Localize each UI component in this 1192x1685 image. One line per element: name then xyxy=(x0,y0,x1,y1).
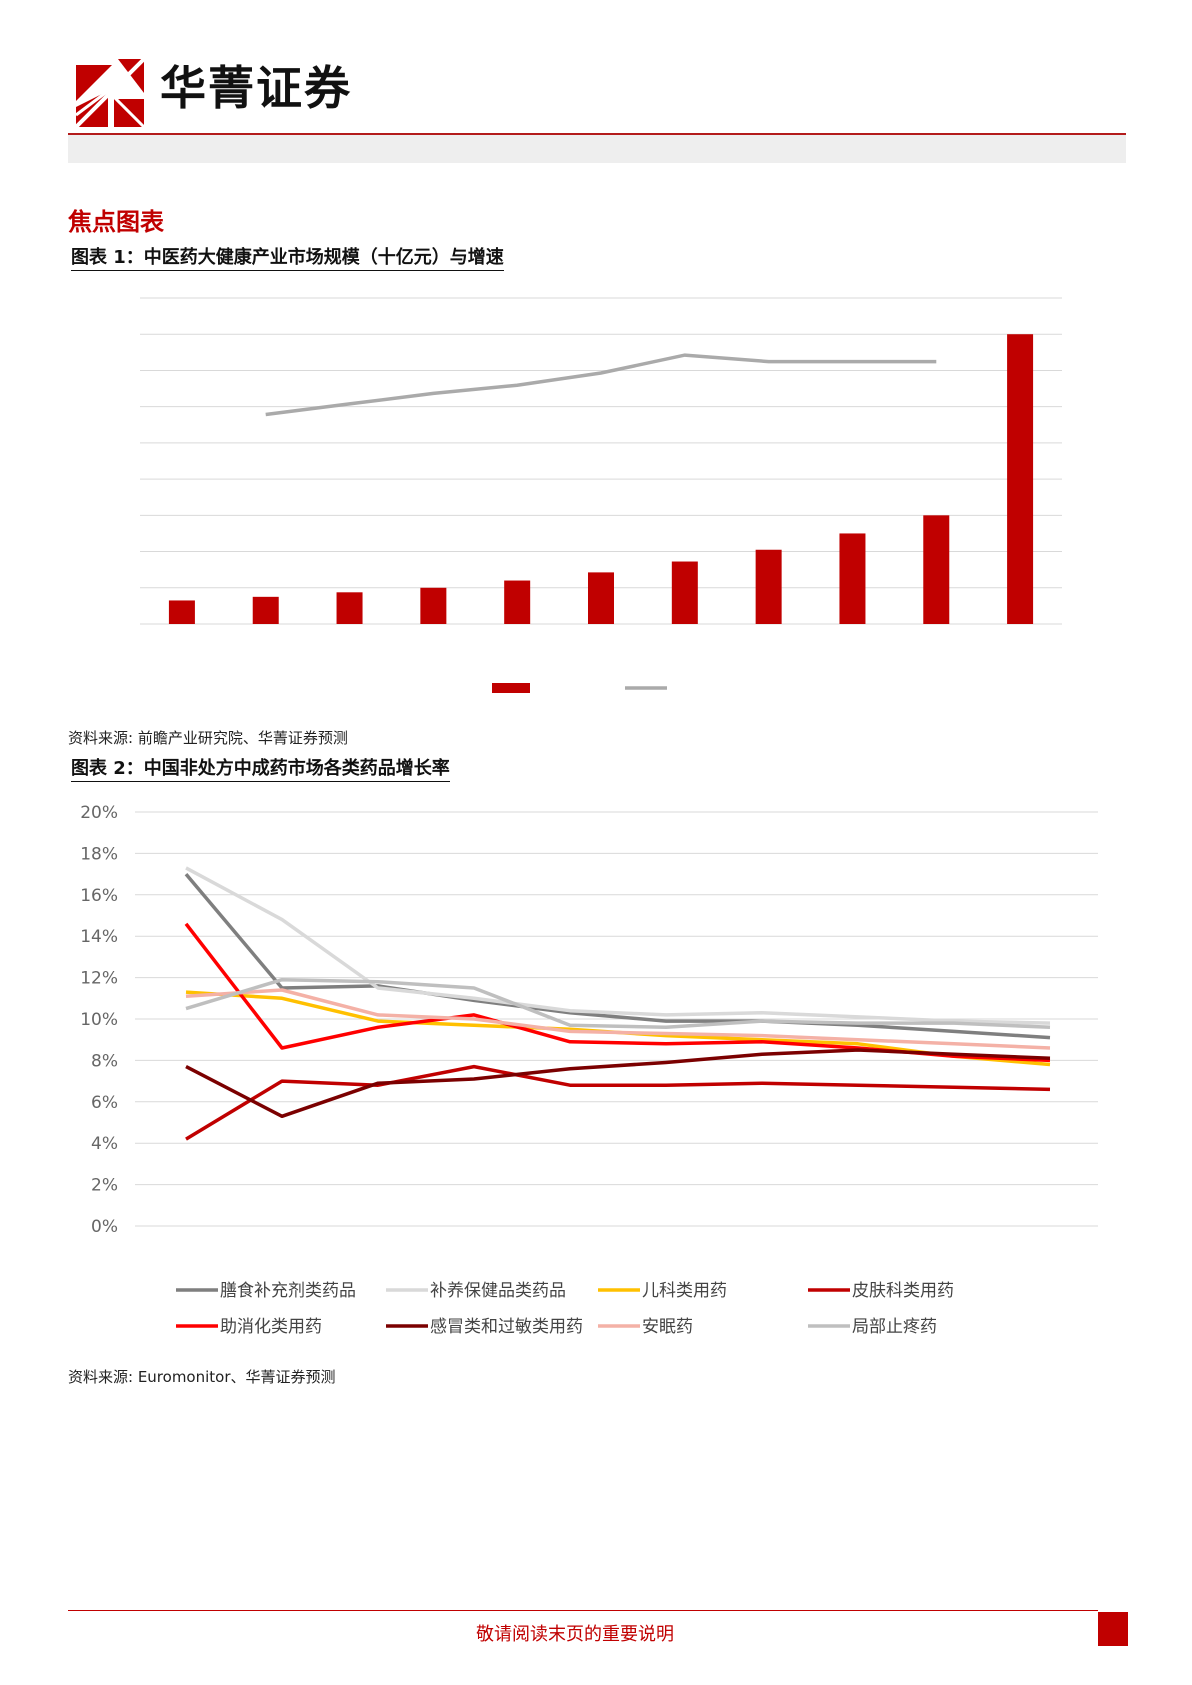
chart1-bar xyxy=(588,572,614,624)
chart1-bar xyxy=(923,515,950,624)
chart1-bar xyxy=(839,533,866,624)
chart2-ytick-label: 14% xyxy=(80,927,118,947)
chart1-bar xyxy=(755,549,782,624)
chart1-bar xyxy=(168,600,195,624)
chart2-legend-label: 感冒类和过敏类用药 xyxy=(430,1317,583,1337)
chart2-ytick-label: 10% xyxy=(80,1010,118,1030)
figure2-source: 资料来源: Euromonitor、华菁证券预测 xyxy=(68,1368,336,1386)
chart2-series-line xyxy=(185,977,1051,1030)
chart2-ytick-label: 12% xyxy=(80,969,118,989)
chart2-legend-label: 皮肤科类用药 xyxy=(852,1281,954,1301)
header-rule xyxy=(68,133,1126,135)
chart2-legend-label: 助消化类用药 xyxy=(220,1317,322,1337)
chart2-legend-label: 补养保健品类药品 xyxy=(430,1281,566,1301)
chart1-bar xyxy=(336,592,363,624)
chart2-legend-label: 儿科类用药 xyxy=(642,1281,727,1301)
header-band xyxy=(68,135,1126,163)
chart2-legend-label: 膳食补充剂类药品 xyxy=(220,1281,356,1301)
footer-notice: 敬请阅读末页的重要说明 xyxy=(476,1624,674,1645)
huajing-logo-icon xyxy=(72,55,148,129)
footer-rule xyxy=(68,1610,1098,1611)
chart2-ytick-label: 18% xyxy=(80,844,118,864)
chart2-legend-label: 安眠药 xyxy=(642,1317,693,1337)
brand-name: 华菁证券 xyxy=(160,61,352,115)
chart2-ytick-label: 8% xyxy=(91,1051,118,1071)
chart1-bar xyxy=(504,580,531,624)
figure1-title: 图表 1：中医药大健康产业市场规模（十亿元）与增速 xyxy=(71,243,504,271)
chart2-ytick-label: 16% xyxy=(80,886,118,906)
chart1-bar xyxy=(1007,334,1034,624)
footer-marker xyxy=(1098,1612,1128,1646)
chart2-legend-label: 局部止疼药 xyxy=(852,1317,937,1337)
section-title: 焦点图表 xyxy=(68,208,164,236)
chart2-ytick-label: 0% xyxy=(91,1217,118,1237)
chart1-growth-line xyxy=(265,353,937,417)
chart2-ytick-label: 2% xyxy=(91,1176,118,1196)
chart1-bar xyxy=(252,596,279,624)
figure1-source: 资料来源: 前瞻产业研究院、华菁证券预测 xyxy=(68,729,348,747)
chart2-ytick-label: 6% xyxy=(91,1093,118,1113)
chart1-bar xyxy=(671,561,698,624)
chart2-series-line xyxy=(185,988,1051,1050)
figure2-title: 图表 2：中国非处方中成药市场各类药品增长率 xyxy=(71,754,450,782)
chart1-bar xyxy=(420,587,447,624)
chart2-ytick-label: 20% xyxy=(80,803,118,823)
chart2-ytick-label: 4% xyxy=(91,1134,118,1154)
chart1-legend-bar-swatch xyxy=(492,683,530,693)
chart2-series-line xyxy=(185,1048,1051,1119)
chart2-series-line xyxy=(184,872,1051,1040)
chart2-series-line xyxy=(185,1064,1051,1141)
chart2-series-line xyxy=(185,866,1051,1025)
chart1-svg xyxy=(140,297,1062,693)
chart2-svg: 0% 2% 4% 6% 8% 10% 12% 14% 16% 18% 20% 膳食补充剂类药品 补养保健… xyxy=(80,803,1098,1337)
